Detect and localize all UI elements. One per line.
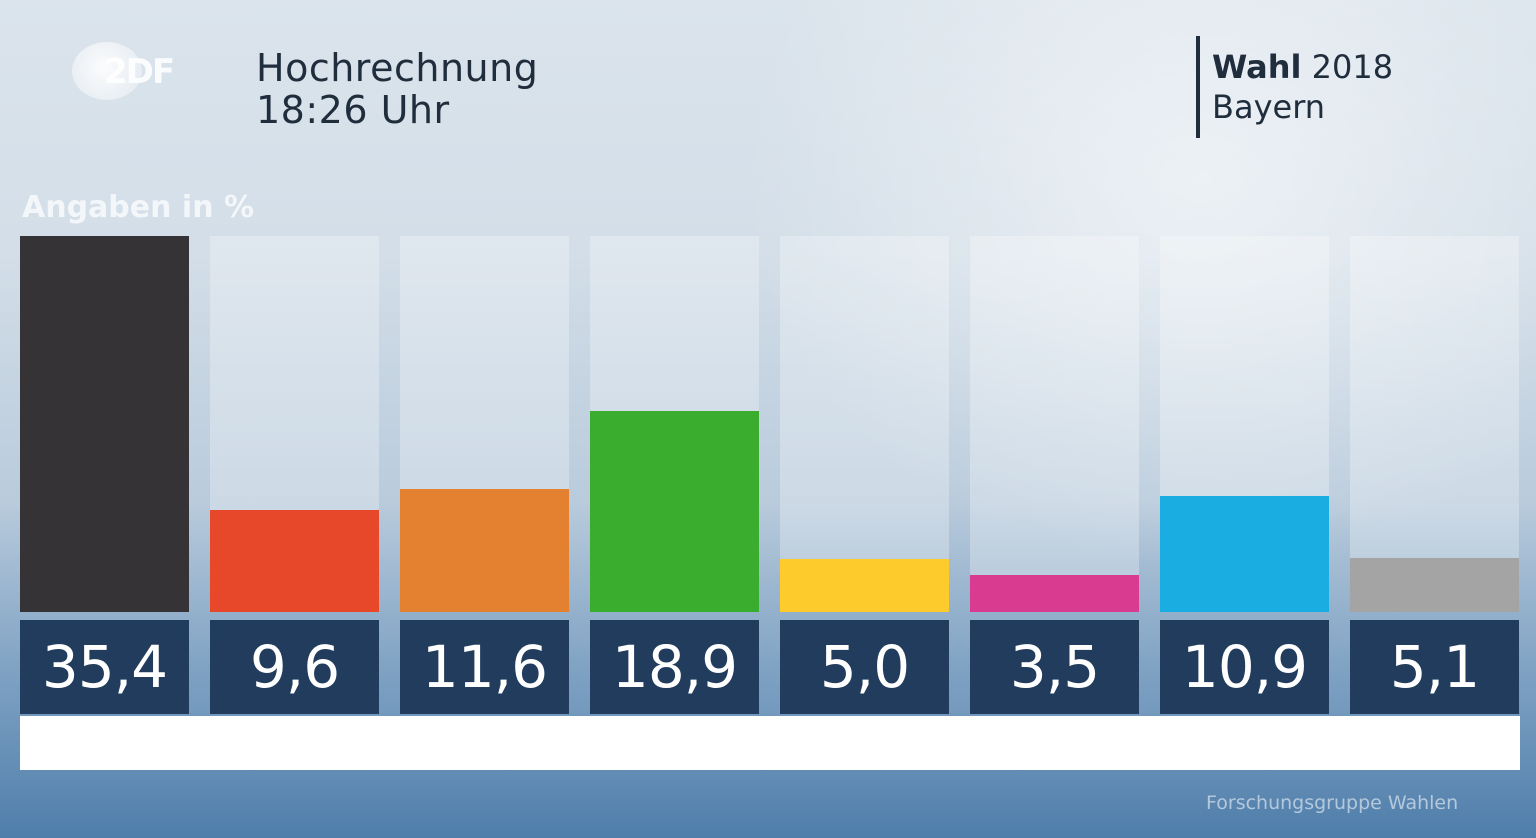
bar-fdp [780, 558, 949, 612]
bar-andere [1350, 557, 1519, 612]
bar-column-0 [20, 236, 189, 612]
bar-afd [1160, 496, 1329, 612]
election-divider [1196, 36, 1200, 138]
value-label-csu: 35,4 [20, 620, 189, 714]
chart-title: Hochrechnung [256, 46, 539, 90]
bar-grüne [590, 411, 759, 612]
bar-column-7 [1350, 236, 1519, 612]
bar-column-5 [970, 236, 1139, 612]
value-label-spd: 9,6 [210, 620, 379, 714]
election-word: Wahl [1212, 48, 1302, 86]
value-label-linke: 3,5 [970, 620, 1139, 714]
source-credit: Forschungsgruppe Wahlen [1206, 792, 1459, 814]
bar-column-3 [590, 236, 759, 612]
election-region: Bayern [1212, 88, 1326, 126]
bar-spd [210, 510, 379, 612]
value-label-fdp: 5,0 [780, 620, 949, 714]
value-label-fw: 11,6 [400, 620, 569, 714]
election-title: Wahl 2018 [1212, 48, 1393, 86]
party-label-strip [20, 716, 1520, 770]
bar-linke [970, 574, 1139, 612]
y-axis-unit-label: Angaben in % [22, 190, 255, 225]
bar-column-4 [780, 236, 949, 612]
zdf-logo-text: 2DF [104, 52, 175, 92]
value-label-afd: 10,9 [1160, 620, 1329, 714]
bar-track [1350, 236, 1519, 612]
value-label-andere: 5,1 [1350, 620, 1519, 714]
value-label-grüne: 18,9 [590, 620, 759, 714]
bar-fw [400, 488, 569, 612]
bar-track [970, 236, 1139, 612]
bar-csu [20, 236, 189, 612]
bar-track [780, 236, 949, 612]
zdf-logo [72, 42, 142, 100]
bar-column-2 [400, 236, 569, 612]
election-year: 2018 [1311, 48, 1394, 86]
bar-column-6 [1160, 236, 1329, 612]
chart-time: 18:26 Uhr [256, 88, 450, 132]
bar-column-1 [210, 236, 379, 612]
